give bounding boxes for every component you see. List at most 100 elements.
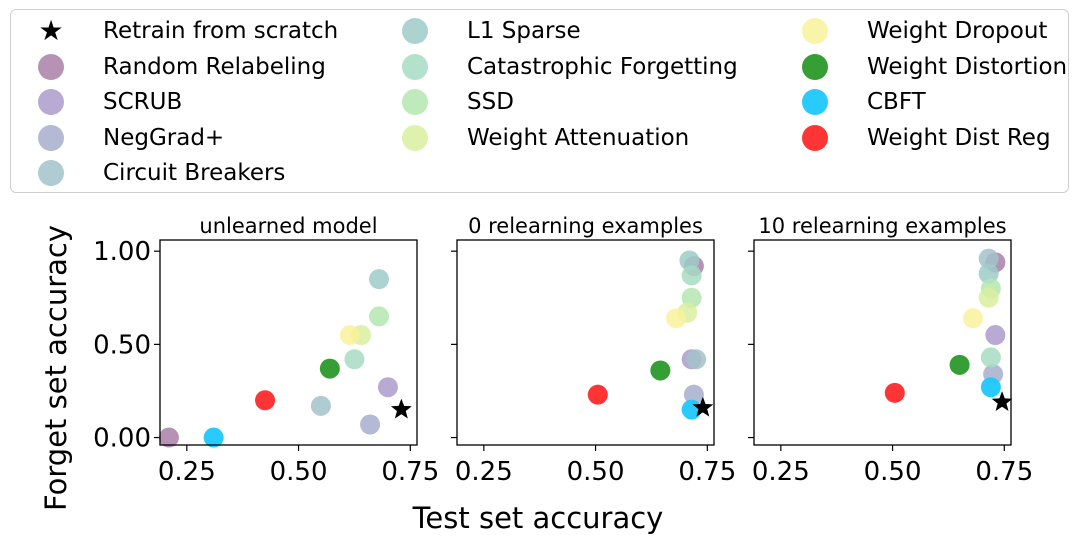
x-tick-label: 0.25 — [158, 457, 216, 487]
point-weight-distortion — [650, 360, 671, 381]
point-weight-dist-reg — [884, 382, 905, 403]
x-tick-label: 0.50 — [864, 457, 922, 487]
point-l1-sparse — [978, 263, 999, 284]
point-retrain-from-scratch-star — [390, 398, 412, 419]
point-catastrophic-forgetting — [980, 347, 1001, 368]
point-weight-dist-reg — [587, 384, 608, 405]
point-cbft — [203, 427, 224, 448]
x-tick-label: 0.75 — [381, 457, 439, 487]
panel-frame — [159, 239, 418, 446]
x-tick-label: 0.75 — [975, 457, 1033, 487]
point-weight-dropout — [339, 325, 360, 346]
legend-dot-marker — [402, 89, 428, 115]
point-neggrad- — [360, 414, 381, 435]
legend-marker — [25, 121, 77, 155]
legend-marker — [25, 85, 77, 119]
point-circuit-breakers — [310, 395, 331, 416]
legend-item-cbft: CBFT — [789, 85, 926, 119]
point-weight-attenuation — [978, 287, 999, 308]
legend-marker: ★ — [25, 14, 77, 48]
legend-dot-marker — [802, 124, 828, 151]
point-retrain-from-scratch-star — [991, 391, 1013, 412]
legend-item-weight-dropout: Weight Dropout — [789, 14, 1047, 48]
legend-label: SSD — [467, 89, 514, 115]
legend-label: NegGrad+ — [103, 124, 225, 151]
x-axis-label: Test set accuracy — [412, 501, 664, 535]
point-weight-dropout — [963, 308, 984, 329]
legend-marker — [789, 121, 841, 155]
point-l1-sparse — [679, 250, 700, 271]
y-tick-label: 0.50 — [93, 330, 151, 360]
legend: ★ Retrain from scratch Random Relabeling SC… — [10, 9, 1069, 193]
legend-label: Weight Dropout — [867, 18, 1048, 44]
legend-label: CBFT — [867, 89, 926, 115]
legend-label: Weight Distortion — [867, 53, 1068, 80]
legend-dot-marker — [802, 89, 828, 115]
legend-dot-marker — [38, 89, 64, 115]
legend-marker — [389, 85, 441, 119]
legend-dot-marker — [38, 160, 64, 186]
panel-title: unlearned model — [199, 214, 377, 238]
panel-title: 0 relearning examples — [468, 214, 703, 238]
legend-marker — [25, 50, 77, 84]
point-scrub — [377, 377, 398, 398]
legend-label: L1 Sparse — [467, 18, 581, 44]
x-tick-label: 0.25 — [752, 457, 810, 487]
legend-item-random-relabeling: Random Relabeling — [25, 50, 326, 84]
legend-item-retrain-from-scratch: ★ Retrain from scratch — [25, 14, 338, 48]
legend-dot-marker — [38, 53, 64, 80]
panel-frame — [753, 239, 1012, 446]
point-neggrad- — [683, 384, 704, 405]
legend-item-catastrophic-forgetting: Catastrophic Forgetting — [389, 50, 738, 84]
legend-item-weight-attenuation: Weight Attenuation — [389, 121, 689, 155]
legend-dot-marker — [402, 18, 428, 44]
y-axis-label: Forget set accuracy — [39, 225, 73, 511]
legend-item-l1-sparse: L1 Sparse — [389, 14, 581, 48]
legend-marker — [789, 85, 841, 119]
legend-label: SCRUB — [103, 89, 183, 115]
legend-marker — [789, 14, 841, 48]
legend-dot-marker — [802, 18, 828, 44]
point-weight-distortion — [949, 354, 970, 375]
point-l1-sparse — [369, 269, 390, 290]
point-random-relabeling — [158, 427, 179, 448]
point-scrub — [985, 325, 1006, 346]
point-weight-dropout — [666, 308, 687, 329]
legend-item-weight-dist-reg: Weight Dist Reg — [789, 121, 1051, 155]
legend-dot-marker — [402, 53, 428, 80]
legend-label: Weight Attenuation — [467, 124, 690, 151]
x-tick-label: 0.75 — [678, 457, 736, 487]
x-tick-label: 0.25 — [455, 457, 513, 487]
point-ssd — [369, 306, 390, 327]
legend-dot-marker — [802, 53, 828, 80]
point-catastrophic-forgetting — [681, 265, 702, 286]
point-weight-dist-reg — [255, 390, 276, 411]
legend-dot-marker — [38, 124, 64, 151]
point-cbft — [980, 377, 1001, 398]
x-tick-label: 0.50 — [270, 457, 328, 487]
point-retrain-from-scratch-star — [692, 396, 714, 417]
legend-item-circuit-breakers: Circuit Breakers — [25, 156, 285, 190]
legend-dot-marker — [402, 124, 428, 151]
legend-label: Circuit Breakers — [103, 160, 286, 186]
point-catastrophic-forgetting — [344, 349, 365, 370]
legend-marker — [389, 121, 441, 155]
point-circuit-breakers — [978, 248, 999, 269]
legend-item-scrub: SCRUB — [25, 85, 182, 119]
panel-frame — [456, 239, 715, 446]
legend-star-marker: ★ — [38, 14, 64, 47]
x-tick-label: 0.50 — [567, 457, 625, 487]
legend-label: Retrain from scratch — [103, 18, 339, 44]
legend-item-ssd: SSD — [389, 85, 514, 119]
legend-marker — [389, 50, 441, 84]
legend-label: Weight Dist Reg — [867, 124, 1051, 151]
legend-marker — [389, 14, 441, 48]
y-tick-label: 1.00 — [93, 237, 151, 267]
y-tick-label: 0.00 — [93, 424, 151, 454]
legend-item-neggrad-: NegGrad+ — [25, 121, 224, 155]
point-circuit-breakers — [686, 349, 707, 370]
legend-item-weight-distortion: Weight Distortion — [789, 50, 1067, 84]
legend-marker — [789, 50, 841, 84]
legend-label: Catastrophic Forgetting — [467, 53, 738, 80]
